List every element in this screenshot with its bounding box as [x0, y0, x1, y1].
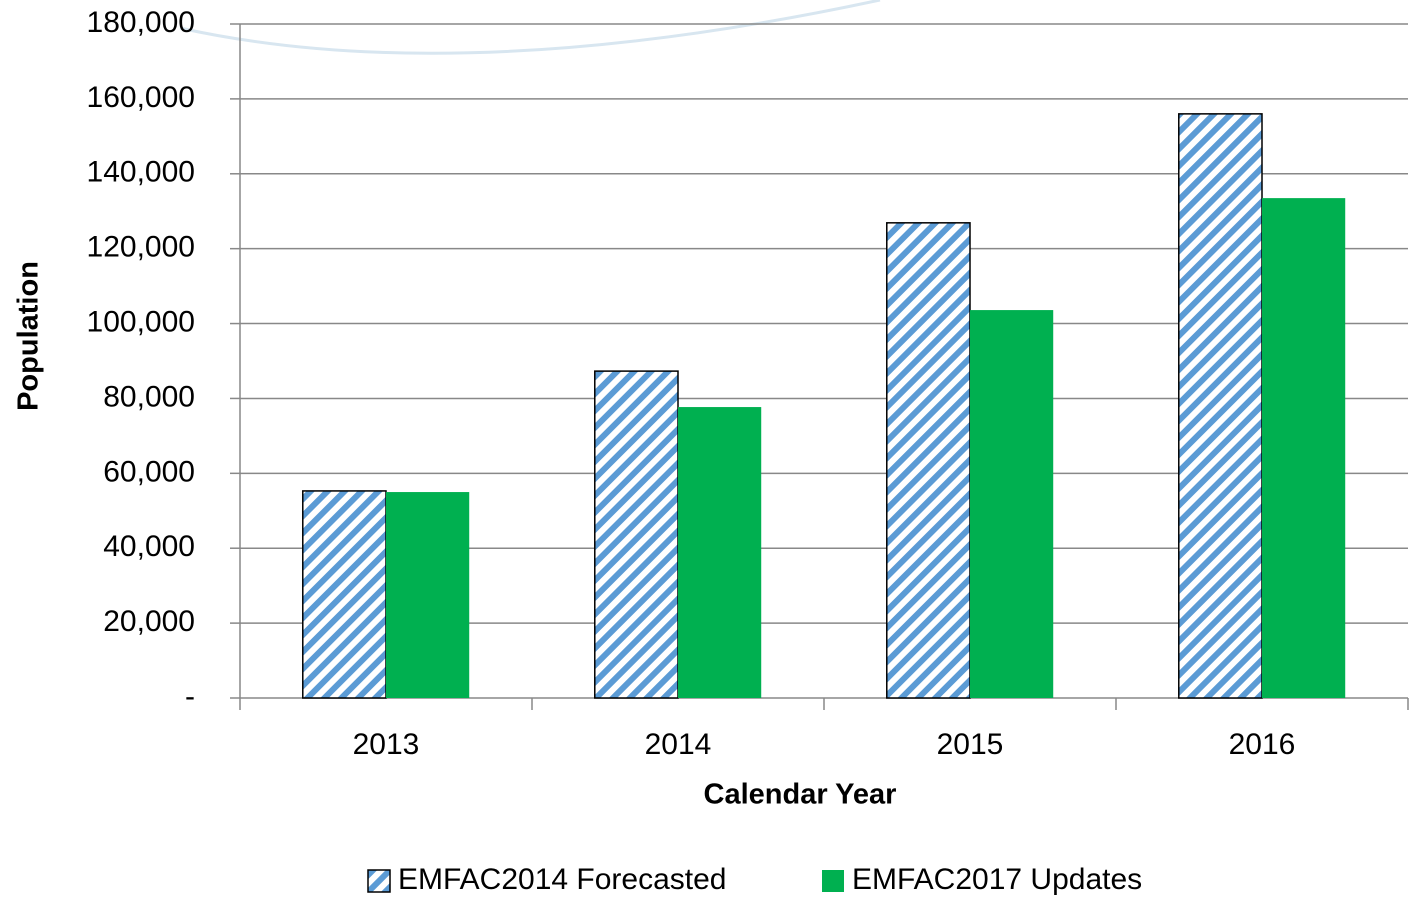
bar — [886, 222, 971, 699]
x-tick-label: 2016 — [1229, 728, 1296, 761]
y-tick-label: 60,000 — [103, 455, 195, 488]
y-tick-label: 20,000 — [103, 605, 195, 638]
y-tick-label: 160,000 — [87, 81, 195, 114]
legend-label: EMFAC2017 Updates — [852, 863, 1142, 896]
y-tick-label: 120,000 — [87, 231, 195, 264]
bar — [970, 310, 1054, 698]
x-tick-label: 2013 — [353, 728, 420, 761]
bar — [1262, 198, 1346, 698]
bar — [386, 492, 470, 698]
legend-swatch — [822, 870, 844, 892]
bar — [678, 407, 762, 698]
legend-label: EMFAC2014 Forecasted — [398, 863, 727, 896]
y-tick-label: 100,000 — [87, 305, 195, 338]
decoration — [179, 0, 881, 55]
y-tick-label: 140,000 — [87, 156, 195, 189]
x-tick-label: 2015 — [937, 728, 1004, 761]
y-tick-label: 80,000 — [103, 380, 195, 413]
y-tick-label: 40,000 — [103, 530, 195, 563]
y-axis-title: Population — [13, 261, 45, 411]
y-tick-label: - — [185, 680, 195, 713]
bar — [1178, 113, 1263, 699]
bar — [302, 490, 387, 699]
y-tick-label: 180,000 — [87, 6, 195, 39]
x-tick-label: 2014 — [645, 728, 712, 761]
x-axis-title: Calendar Year — [704, 779, 897, 811]
bar — [594, 370, 679, 699]
legend-swatch — [367, 869, 391, 893]
